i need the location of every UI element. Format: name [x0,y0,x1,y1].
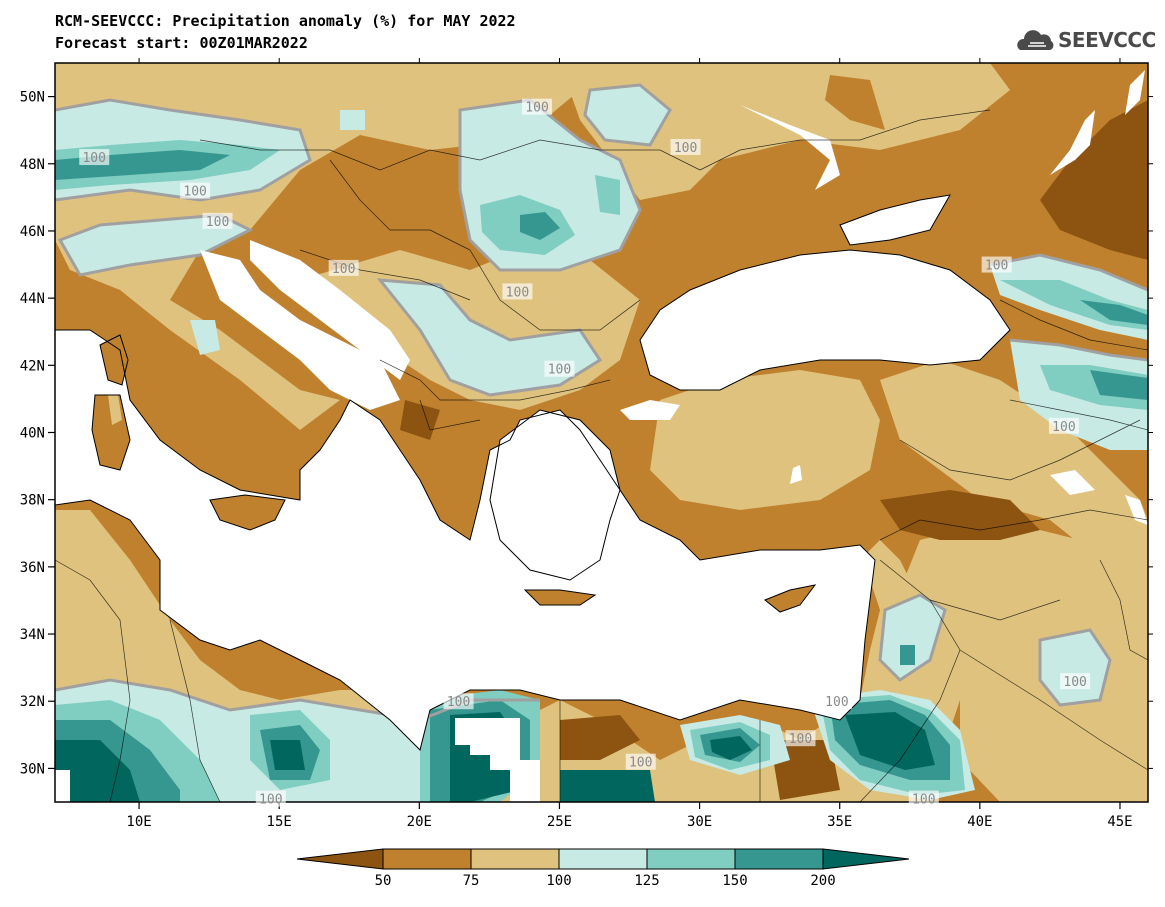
lat-tick-label: 46N [20,224,45,240]
legend-swatch [558,848,648,870]
lat-tick-label: 44N [20,291,45,307]
legend-swatch [382,848,472,870]
lat-tick-label: 36N [20,560,45,576]
lat-tick-label: 30N [20,761,45,777]
colorbar-legend: 50 75 100 125 150 200 [296,848,910,889]
legend-label: 125 [634,873,659,889]
contour-label: 100 [443,693,474,710]
contour-label: 100 [79,149,110,166]
logo-text: SEEVCCC [1058,28,1156,52]
legend-swatch-below-50 [296,848,384,870]
contour-label: 100 [255,790,286,808]
lon-tick-label: 25E [547,814,572,830]
sea-areas [55,195,1010,750]
contour-label: 100 [328,259,359,277]
svg-text:100: 100 [525,101,548,116]
contour-label: 100 [202,212,233,230]
legend-swatch-above-200 [822,848,910,870]
lon-tick-label: 15E [267,814,292,830]
svg-text:100: 100 [183,185,206,200]
lat-tick-label: 42N [20,358,45,374]
chart-title: RCM-SEEVCCC: Precipitation anomaly (%) f… [55,12,516,30]
lat-tick-label: 48N [20,157,45,173]
legend-label: 50 [375,873,392,889]
contour-label: 100 [544,360,575,378]
legend-swatch [470,848,560,870]
latitude-axis: 30N 32N 34N 36N 38N 40N 42N 44N 46N 48N 50N [20,90,1153,777]
legend-swatch [734,848,824,870]
lat-tick-label: 38N [20,493,45,509]
contour-label: 100 [908,790,939,808]
forecast-start-label: Forecast start: 00Z01MAR2022 [55,34,308,52]
legend-label: 200 [810,873,835,889]
lon-tick-label: 20E [407,814,432,830]
svg-text:100: 100 [789,732,812,747]
svg-text:100: 100 [674,141,697,156]
lat-tick-label: 32N [20,694,45,710]
contour-label: 100 [522,98,553,116]
lat-tick-label: 40N [20,426,45,442]
contour-label: 100 [1048,417,1079,435]
svg-text:100: 100 [548,363,571,378]
svg-text:100: 100 [82,151,105,166]
lon-tick-label: 40E [967,814,992,830]
longitude-axis: 10E 15E 20E 25E 30E 35E 40E 45E [126,58,1133,830]
contour-label: 100 [180,182,211,200]
svg-text:100: 100 [332,262,355,277]
svg-text:100: 100 [506,285,529,300]
cloud-logo-icon [1017,30,1054,50]
legend-label: 150 [722,873,747,889]
anomaly-field [55,63,1148,802]
svg-text:100: 100 [825,695,848,710]
legend-label: 75 [463,873,480,889]
contour-label: 100 [670,138,701,156]
lon-tick-label: 35E [827,814,852,830]
contour-label: 100 [981,256,1012,274]
svg-text:100: 100 [912,793,935,808]
svg-text:100: 100 [447,695,470,710]
contour-label: 100 [785,730,816,747]
lat-tick-label: 34N [20,627,45,643]
lon-tick-label: 10E [126,814,151,830]
svg-text:100: 100 [629,756,652,771]
svg-text:100: 100 [985,259,1008,274]
svg-text:100: 100 [1063,675,1086,690]
contour-label: 100 [502,283,533,300]
svg-text:100: 100 [206,215,229,230]
legend-label: 100 [546,873,571,889]
lon-tick-label: 30E [687,814,712,830]
lon-tick-label: 45E [1107,814,1132,830]
lat-tick-label: 50N [20,90,45,106]
contour-label: 100 [821,693,852,710]
legend-swatch [646,848,736,870]
contour-label: 100 [1060,673,1091,690]
contour-label: 100 [625,753,656,771]
svg-text:100: 100 [1052,420,1075,435]
svg-text:100: 100 [259,793,282,808]
